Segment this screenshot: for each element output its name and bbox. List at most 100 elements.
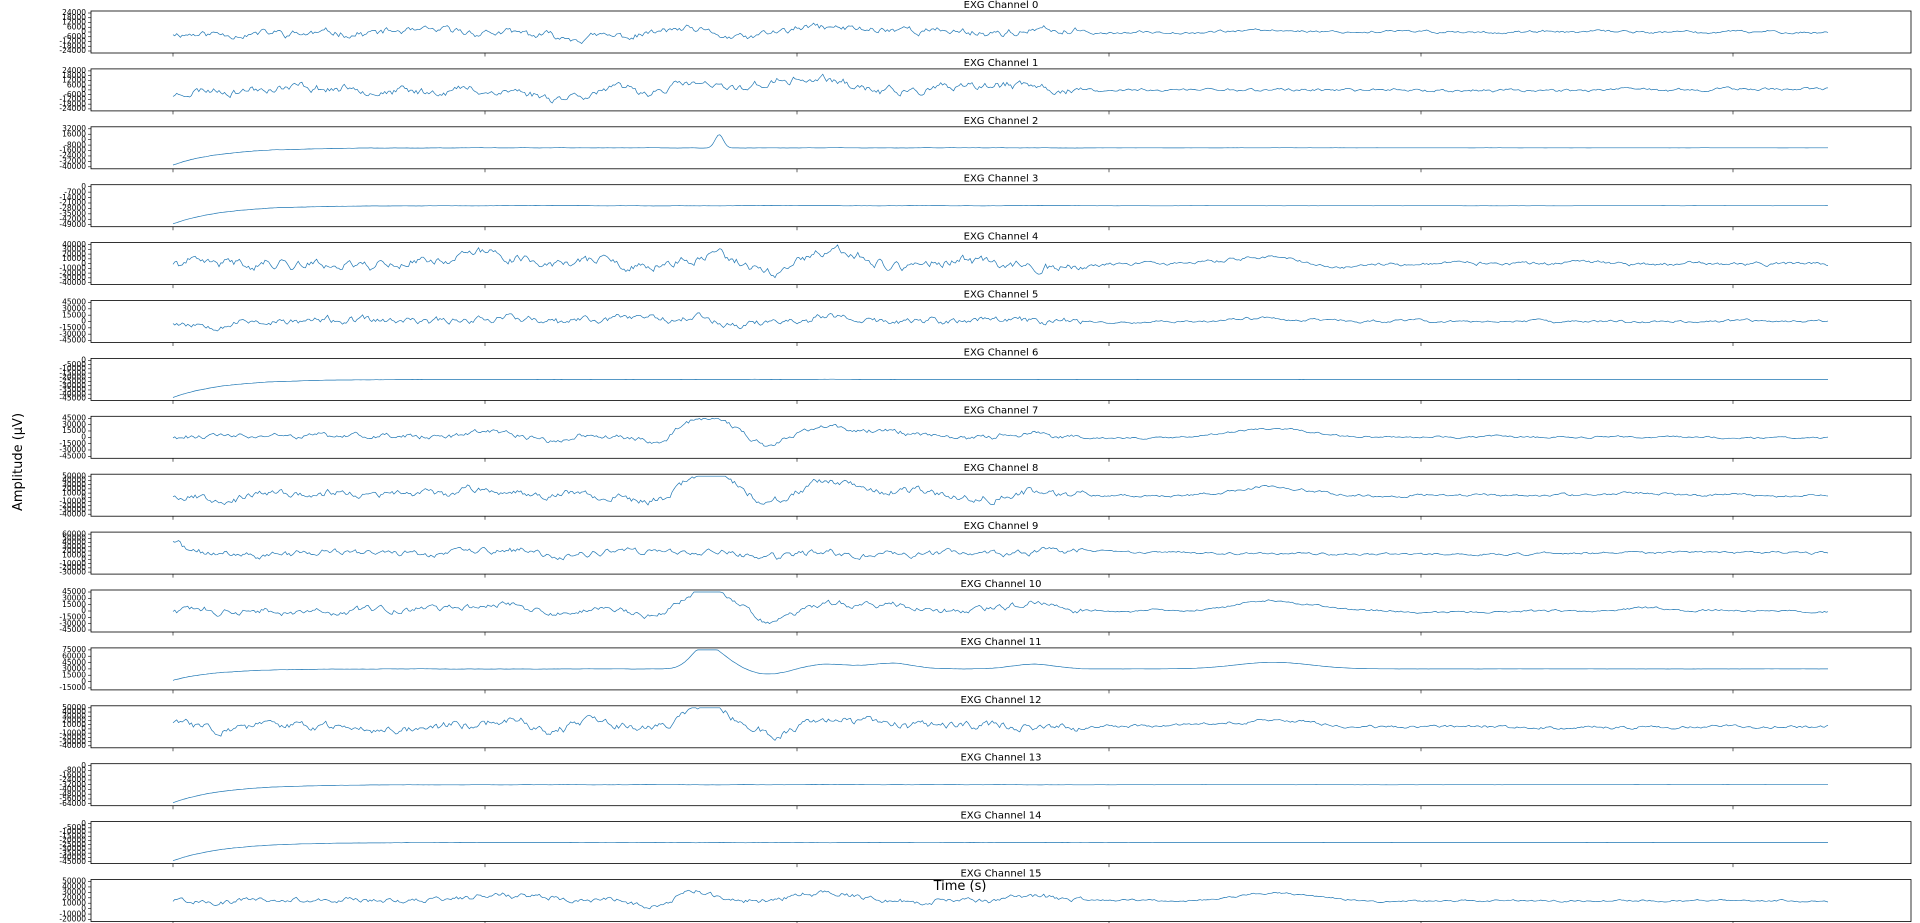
subplot-title: EXG Channel 1 — [964, 58, 1039, 69]
y-tick-label: -20000 — [59, 836, 86, 845]
y-tick-label: 20000 — [62, 484, 86, 493]
y-tick-label: -15000 — [59, 613, 86, 622]
axes-frame — [90, 705, 1912, 749]
y-tick-label: 0 — [81, 182, 86, 191]
y-tick-label: 24000 — [62, 8, 86, 17]
y-tick-label: -5000 — [64, 360, 86, 369]
subplot-title: EXG Channel 0 — [964, 0, 1039, 11]
subplot-title: EXG Channel 8 — [964, 463, 1039, 474]
y-tick-label: 10000 — [62, 720, 86, 729]
y-tick-label: -30000 — [59, 619, 86, 628]
y-tick-label: 32000 — [62, 124, 86, 133]
y-tick-label: -20000 — [59, 372, 86, 381]
y-tick-label: -18000 — [59, 41, 86, 50]
y-tick-label: 15000 — [62, 310, 86, 319]
y-tick-label: -10000 — [59, 728, 86, 737]
y-tick-label: -15000 — [59, 323, 86, 332]
y-tick-label: 40000 — [62, 707, 86, 716]
signal-line — [172, 244, 1829, 279]
y-tick-label: -30000 — [59, 273, 86, 282]
subplot-channel-4: EXG Channel 4 400003000020000100000-10000… — [59, 232, 1912, 289]
y-tick-label: 0 — [81, 317, 86, 326]
y-tick-label: 0 — [81, 904, 86, 913]
subplot-channel-2: EXG Channel 2 32000160000-8000-16000-2400… — [59, 116, 1912, 173]
y-tick-label: -28000 — [59, 204, 86, 213]
subplot-title: EXG Channel 11 — [960, 637, 1041, 648]
y-tick-label: -24000 — [59, 104, 86, 113]
y-tick-label: -20000 — [59, 915, 86, 923]
y-tick-label: -40000 — [59, 509, 86, 518]
y-tick-label: 0 — [81, 493, 86, 502]
y-tick-label: 40000 — [62, 240, 86, 249]
y-tick-label: 0 — [81, 761, 86, 770]
subplot-channel-10: EXG Channel 10 4500030000150000-15000-300… — [59, 579, 1912, 636]
y-tick-label: 10000 — [62, 550, 86, 559]
y-tick-label: -10000 — [59, 827, 86, 836]
y-tick-label: -40000 — [59, 389, 86, 398]
y-tick-label: 16000 — [62, 129, 86, 138]
signal-line — [172, 73, 1829, 104]
subplot-title: EXG Channel 15 — [960, 869, 1041, 880]
y-tick-label: -49000 — [59, 220, 86, 229]
y-tick-label: -10000 — [59, 497, 86, 506]
y-tick-label: -30000 — [59, 844, 86, 853]
y-axis-label-text: Amplitude (µV) — [11, 413, 26, 511]
axes-frame — [90, 68, 1912, 112]
y-tick-label: -24000 — [59, 775, 86, 784]
axes-frame — [90, 821, 1912, 864]
y-tick-label: -45000 — [59, 452, 86, 461]
y-tick-label: -6000 — [64, 90, 86, 99]
y-tick-label: -30000 — [59, 329, 86, 338]
y-tick-label: 0 — [81, 259, 86, 268]
subplot-channel-14: EXG Channel 14 0-5000-10000-15000-20000-2… — [59, 811, 1912, 868]
y-tick-label: -32000 — [59, 157, 86, 166]
subplot-channel-12: EXG Channel 12 50000400003000020000100000… — [59, 695, 1912, 752]
y-axis-label — [4, 462, 44, 482]
subplot-title: EXG Channel 7 — [964, 405, 1039, 416]
y-tick-label: -45000 — [59, 336, 86, 345]
axes-frame — [90, 473, 1912, 517]
y-tick-label: 10000 — [62, 488, 86, 497]
y-tick-label: 30000 — [62, 420, 86, 429]
y-tick-label: -15000 — [59, 683, 86, 692]
y-tick-label: 20000 — [62, 716, 86, 725]
y-tick-label: 15000 — [62, 426, 86, 435]
y-tick-label: -12000 — [59, 95, 86, 104]
y-tick-label: 45000 — [62, 658, 86, 667]
y-tick-label: -24000 — [59, 151, 86, 160]
y-tick-label: -15000 — [59, 831, 86, 840]
y-tick-label: -10000 — [59, 909, 86, 918]
y-tick-label: -30000 — [59, 737, 86, 746]
y-tick-label: 30000 — [62, 888, 86, 897]
subplot-channel-0: EXG Channel 0 24000180001200060000-6000-1… — [59, 0, 1912, 57]
y-tick-label: -20000 — [59, 563, 86, 572]
y-tick-label: 60000 — [62, 651, 86, 660]
y-tick-label: -5000 — [64, 823, 86, 832]
axes-frame — [90, 184, 1912, 228]
y-tick-label: -30000 — [59, 381, 86, 390]
y-tick-label: 30000 — [62, 664, 86, 673]
y-tick-label: 30000 — [62, 594, 86, 603]
y-tick-label: -15000 — [59, 439, 86, 448]
y-tick-label: -18000 — [59, 99, 86, 108]
signal-line — [172, 889, 1829, 910]
y-tick-label: 20000 — [62, 893, 86, 902]
y-tick-label: 50000 — [62, 703, 86, 712]
y-tick-label: -14000 — [59, 193, 86, 202]
y-tick-label: -35000 — [59, 385, 86, 394]
signal-line — [172, 312, 1829, 332]
y-tick-label: -20000 — [59, 733, 86, 742]
subplot-channel-3: EXG Channel 3 0-7000-14000-21000-28000-35… — [59, 174, 1912, 231]
axes-frame — [90, 357, 1912, 401]
signal-line — [172, 649, 1828, 681]
y-tick-label: 30000 — [62, 542, 86, 551]
y-tick-label: 0 — [81, 677, 86, 686]
y-tick-label: -30000 — [59, 445, 86, 454]
y-tick-label: 15000 — [62, 670, 86, 679]
y-tick-label: 6000 — [67, 22, 86, 31]
y-tick-label: 24000 — [62, 66, 86, 75]
y-tick-label: -64000 — [59, 799, 86, 808]
y-tick-label: 40000 — [62, 476, 86, 485]
y-tick-label: -42000 — [59, 214, 86, 223]
signal-line — [172, 205, 1829, 225]
